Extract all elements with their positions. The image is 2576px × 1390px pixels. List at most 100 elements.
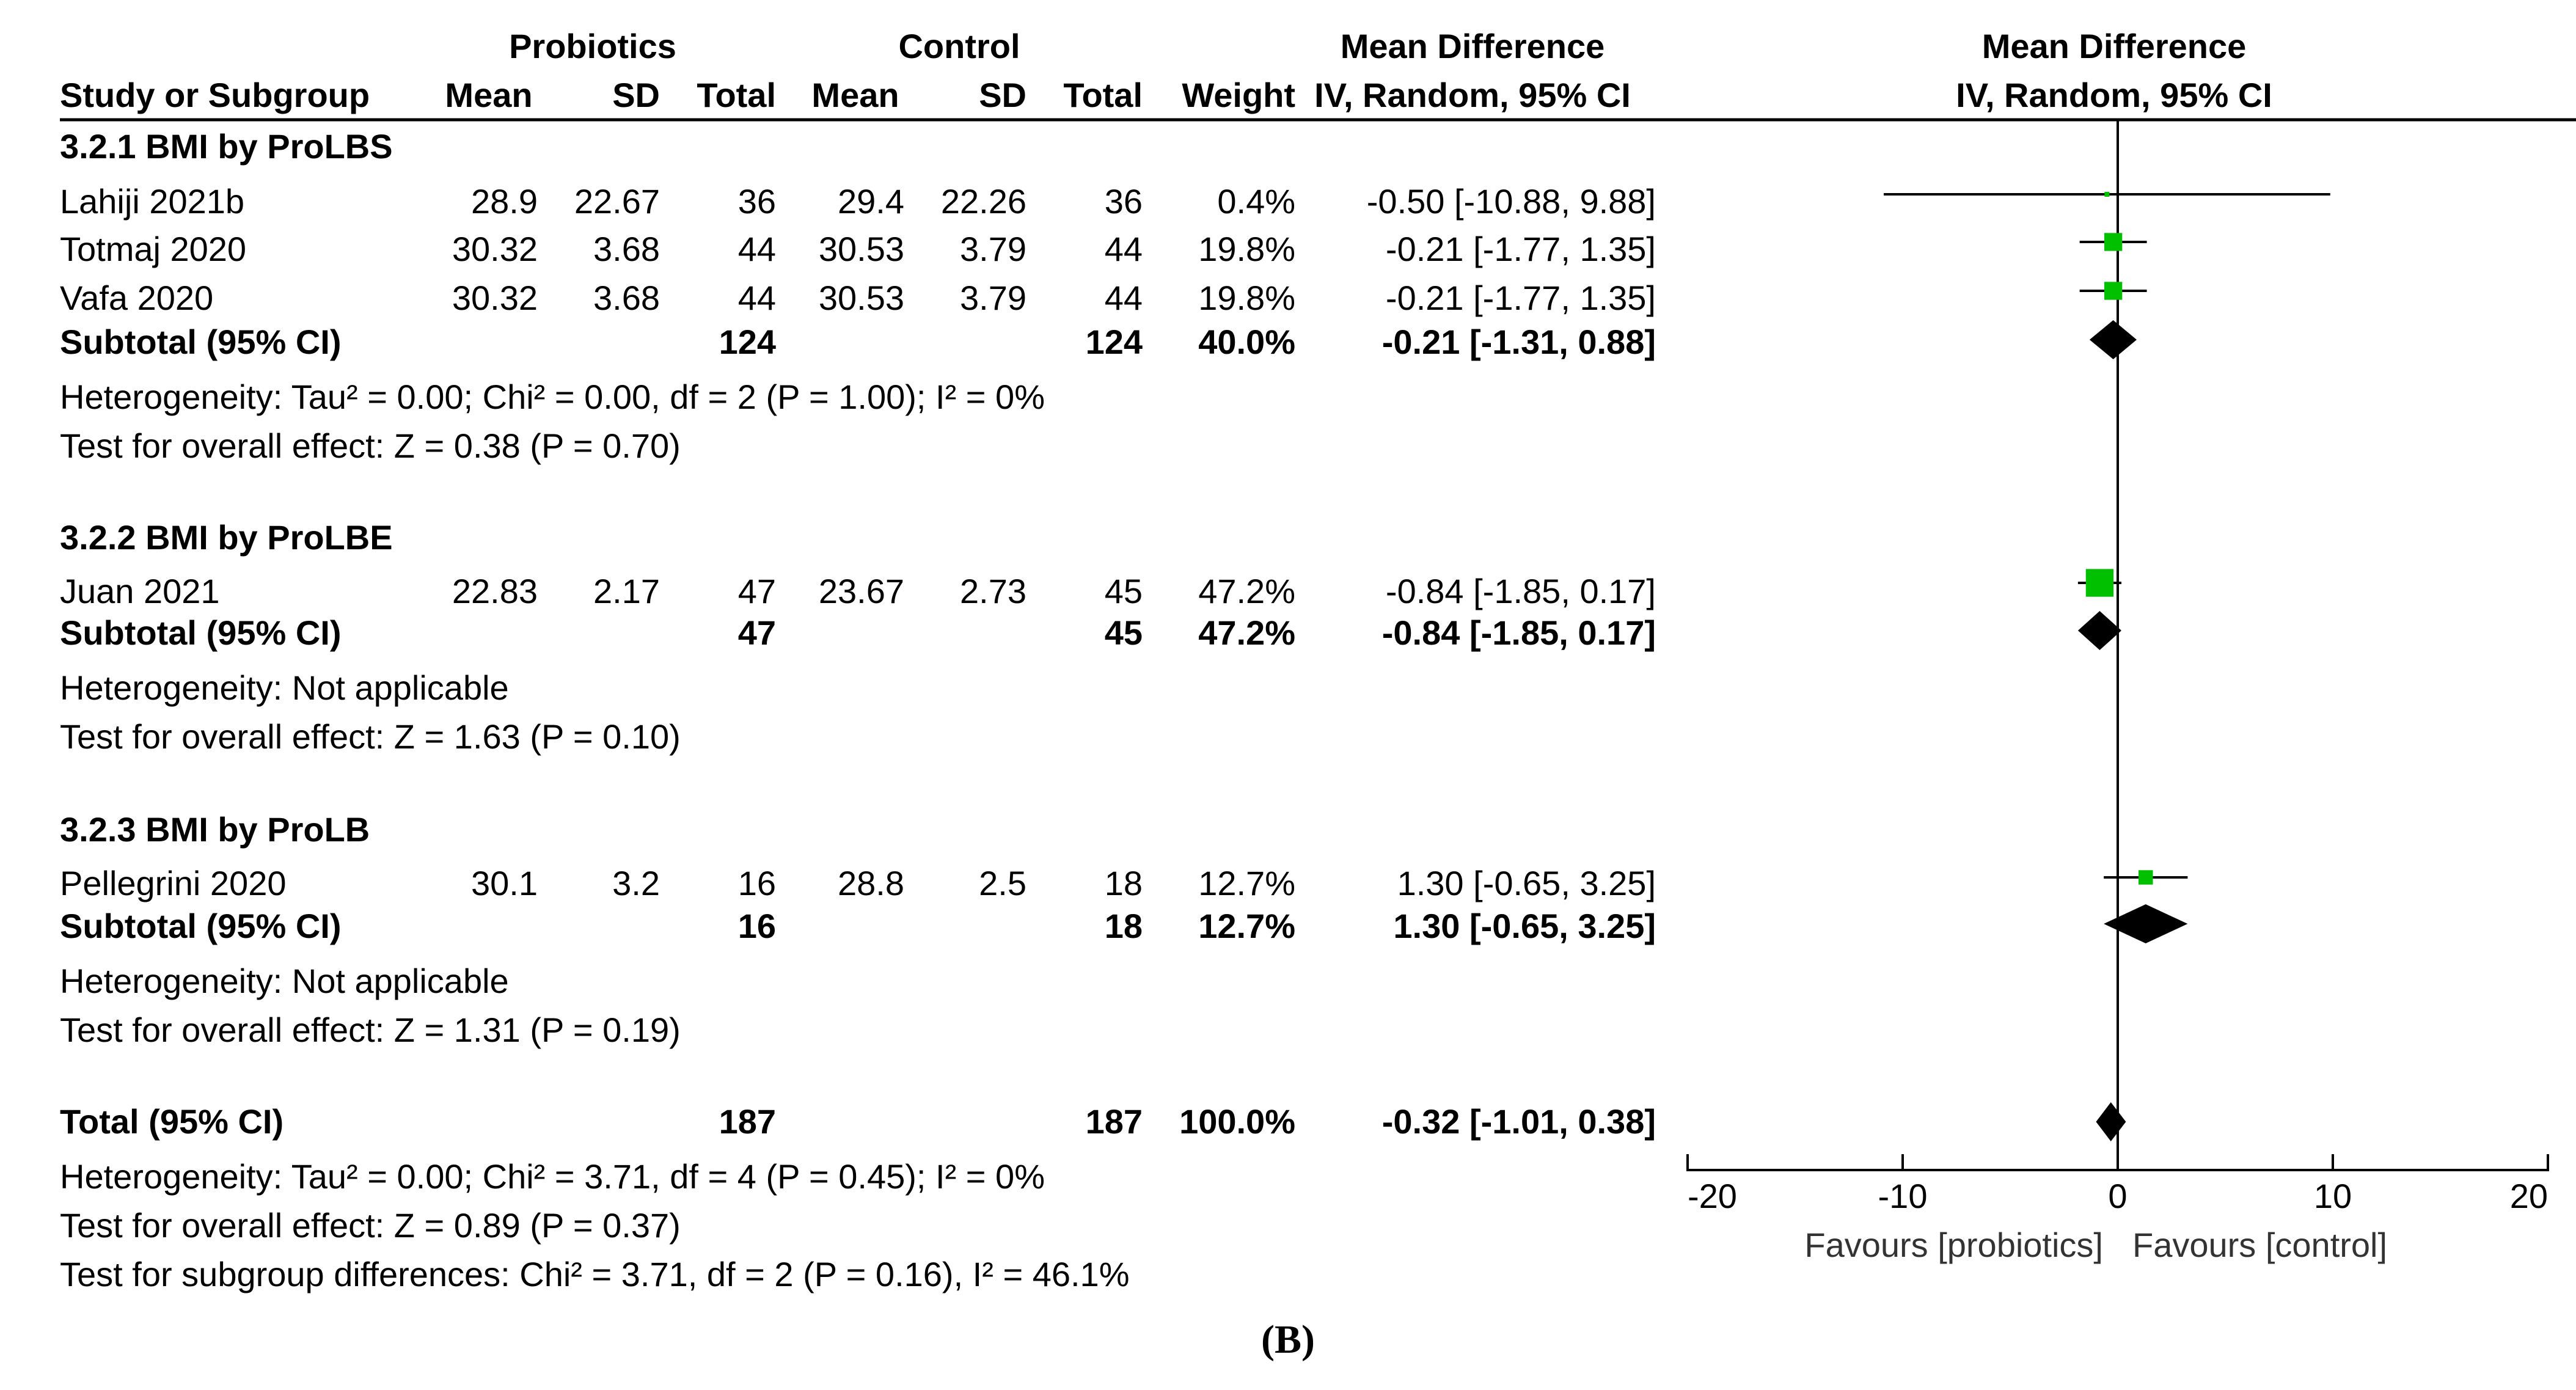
p-total: 16 bbox=[737, 864, 776, 902]
figure-caption: (B) bbox=[1261, 1317, 1315, 1362]
group-title: 3.2.3 BMI by ProLB bbox=[60, 810, 370, 849]
subtotal-c-total: 45 bbox=[1104, 613, 1143, 652]
c-mean: 23.67 bbox=[818, 572, 904, 610]
header-c-mean: Mean bbox=[811, 76, 899, 114]
c-sd: 2.73 bbox=[960, 572, 1026, 610]
overall-effect-text: Test for overall effect: Z = 0.38 (P = 0… bbox=[60, 426, 681, 465]
p-mean: 30.1 bbox=[471, 864, 538, 902]
p-mean: 22.83 bbox=[452, 572, 538, 610]
study-name: Vafa 2020 bbox=[60, 279, 214, 317]
c-total: 45 bbox=[1104, 572, 1143, 610]
header-plot-title: Mean Difference bbox=[1981, 27, 2247, 65]
p-sd: 22.67 bbox=[574, 182, 660, 221]
group-title: 3.2.2 BMI by ProLBE bbox=[60, 518, 393, 557]
c-total: 36 bbox=[1104, 182, 1143, 221]
favours-right-label: Favours [control] bbox=[2132, 1226, 2387, 1264]
c-mean: 30.53 bbox=[818, 230, 904, 268]
subtotal-label: Subtotal (95% CI) bbox=[60, 907, 342, 945]
p-total: 47 bbox=[737, 572, 776, 610]
p-total: 36 bbox=[737, 182, 776, 221]
c-total: 44 bbox=[1104, 230, 1143, 268]
header-c-sd: SD bbox=[979, 76, 1026, 114]
c-mean: 28.8 bbox=[838, 864, 904, 902]
subtotal-c-total: 124 bbox=[1085, 323, 1143, 361]
weight: 19.8% bbox=[1198, 230, 1295, 268]
summary-diamond bbox=[2089, 320, 2137, 359]
weight: 19.8% bbox=[1198, 279, 1295, 317]
total-label: Total (95% CI) bbox=[60, 1102, 284, 1141]
header-md-title: Mean Difference bbox=[1340, 27, 1605, 65]
subtotal-label: Subtotal (95% CI) bbox=[60, 613, 342, 652]
p-sd: 3.68 bbox=[593, 230, 660, 268]
p-mean: 30.32 bbox=[452, 279, 538, 317]
weight: 12.7% bbox=[1198, 864, 1295, 902]
weight: 47.2% bbox=[1198, 572, 1295, 610]
subtotal-ci: -0.21 [-1.31, 0.88] bbox=[1381, 323, 1656, 361]
summary-diamond bbox=[2096, 1102, 2126, 1141]
heterogeneity-text: Heterogeneity: Not applicable bbox=[60, 962, 509, 1000]
c-mean: 30.53 bbox=[818, 279, 904, 317]
c-sd: 2.5 bbox=[979, 864, 1026, 902]
x-tick-label: 0 bbox=[2108, 1177, 2127, 1215]
heterogeneity-text: Heterogeneity: Tau² = 0.00; Chi² = 3.71,… bbox=[60, 1157, 1045, 1196]
overall-effect-text: Test for overall effect: Z = 1.63 (P = 0… bbox=[60, 717, 681, 756]
subtotal-c-total: 18 bbox=[1104, 907, 1143, 945]
study-name: Lahiji 2021b bbox=[60, 182, 245, 221]
heterogeneity-text: Heterogeneity: Tau² = 0.00; Chi² = 0.00,… bbox=[60, 378, 1045, 416]
x-tick-label: -10 bbox=[1878, 1177, 1928, 1215]
study-point bbox=[2104, 233, 2123, 251]
subtotal-weight: 12.7% bbox=[1198, 907, 1295, 945]
total-c-total: 187 bbox=[1085, 1102, 1143, 1141]
subgroup-differences-text: Test for subgroup differences: Chi² = 3.… bbox=[60, 1255, 1130, 1293]
ci: -0.50 [-10.88, 9.88] bbox=[1366, 182, 1656, 221]
ci: 1.30 [-0.65, 3.25] bbox=[1397, 864, 1656, 902]
p-total: 44 bbox=[737, 279, 776, 317]
ci: -0.21 [-1.77, 1.35] bbox=[1385, 279, 1656, 317]
subtotal-p-total: 124 bbox=[719, 323, 776, 361]
header-md-method: IV, Random, 95% CI bbox=[1314, 76, 1631, 114]
study-name: Pellegrini 2020 bbox=[60, 864, 287, 902]
total-weight: 100.0% bbox=[1179, 1102, 1295, 1141]
header-group-probiotics: Probiotics bbox=[509, 27, 676, 65]
study-name: Juan 2021 bbox=[60, 572, 220, 610]
x-tick-label: 10 bbox=[2314, 1177, 2352, 1215]
header-c-total: Total bbox=[1063, 76, 1143, 114]
header-p-total: Total bbox=[697, 76, 776, 114]
subtotal-weight: 40.0% bbox=[1198, 323, 1295, 361]
header-p-sd: SD bbox=[612, 76, 660, 114]
p-mean: 28.9 bbox=[471, 182, 538, 221]
header-plot-method: IV, Random, 95% CI bbox=[1956, 76, 2272, 114]
subtotal-p-total: 16 bbox=[737, 907, 776, 945]
c-total: 18 bbox=[1104, 864, 1143, 902]
header-study: Study or Subgroup bbox=[60, 76, 370, 114]
subtotal-weight: 47.2% bbox=[1198, 613, 1295, 652]
header-group-control: Control bbox=[898, 27, 1020, 65]
overall-effect-text: Test for overall effect: Z = 1.31 (P = 0… bbox=[60, 1011, 681, 1049]
header-weight: Weight bbox=[1182, 76, 1295, 114]
group-title: 3.2.1 BMI by ProLBS bbox=[60, 127, 393, 166]
p-sd: 2.17 bbox=[593, 572, 660, 610]
total-ci: -0.32 [-1.01, 0.38] bbox=[1381, 1102, 1656, 1141]
study-point bbox=[2138, 870, 2153, 885]
x-tick-label: 20 bbox=[2510, 1177, 2548, 1215]
c-sd: 3.79 bbox=[960, 230, 1026, 268]
x-tick-label: -20 bbox=[1688, 1177, 1737, 1215]
subtotal-label: Subtotal (95% CI) bbox=[60, 323, 342, 361]
subtotal-ci: 1.30 [-0.65, 3.25] bbox=[1393, 907, 1656, 945]
ci: -0.84 [-1.85, 0.17] bbox=[1385, 572, 1656, 610]
study-name: Totmaj 2020 bbox=[60, 230, 247, 268]
c-total: 44 bbox=[1104, 279, 1143, 317]
study-point bbox=[2085, 569, 2114, 597]
subtotal-p-total: 47 bbox=[737, 613, 776, 652]
study-point bbox=[2104, 282, 2123, 300]
study-point bbox=[2104, 192, 2110, 197]
p-sd: 3.2 bbox=[612, 864, 660, 902]
summary-diamond bbox=[2077, 611, 2121, 650]
heterogeneity-text: Heterogeneity: Not applicable bbox=[60, 668, 509, 707]
favours-left-label: Favours [probiotics] bbox=[1804, 1226, 2103, 1264]
subtotal-ci: -0.84 [-1.85, 0.17] bbox=[1381, 613, 1656, 652]
p-total: 44 bbox=[737, 230, 776, 268]
p-mean: 30.32 bbox=[452, 230, 538, 268]
c-sd: 22.26 bbox=[940, 182, 1026, 221]
